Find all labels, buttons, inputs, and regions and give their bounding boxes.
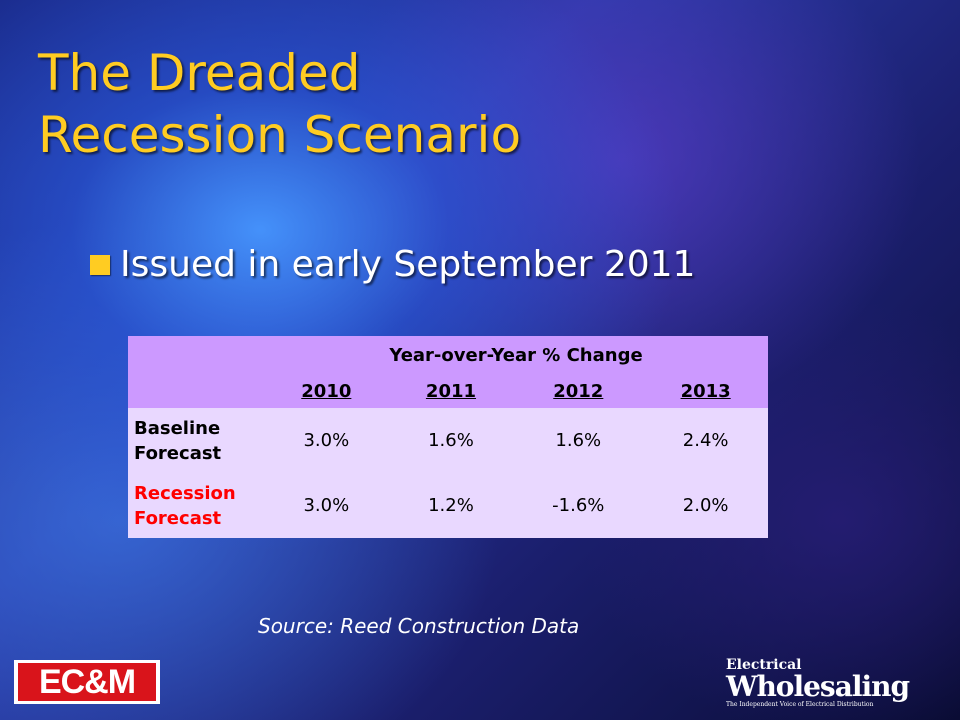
year-header: 2010 bbox=[264, 374, 389, 408]
ecm-logo-text: EC&M bbox=[18, 663, 156, 701]
table-corner-cell bbox=[128, 374, 264, 408]
row-label-recession: Recession Forecast bbox=[128, 473, 264, 538]
row-label-line2: Forecast bbox=[134, 507, 222, 529]
slide-title: The Dreaded Recession Scenario bbox=[38, 42, 521, 166]
slide-title-line1: The Dreaded bbox=[38, 44, 361, 102]
row-label-line2: Forecast bbox=[134, 442, 222, 464]
row-label-line1: Baseline bbox=[134, 417, 221, 439]
table-cell: 1.6% bbox=[388, 408, 514, 473]
forecast-table: Year-over-Year % Change 2010 2011 2012 2… bbox=[128, 336, 768, 538]
table-cell: 2.4% bbox=[643, 408, 768, 473]
square-bullet-icon bbox=[90, 254, 110, 275]
bullet-point: Issued in early September 2011 bbox=[90, 244, 695, 285]
slide-title-line2: Recession Scenario bbox=[38, 106, 522, 164]
table-cell: 3.0% bbox=[264, 408, 389, 473]
ecm-logo: EC&M bbox=[14, 660, 160, 704]
year-header: 2013 bbox=[643, 374, 768, 408]
table-row-recession: Recession Forecast 3.0% 1.2% -1.6% 2.0% bbox=[128, 473, 768, 538]
table-cell: -1.6% bbox=[513, 473, 644, 538]
logo-line2: Wholesaling bbox=[726, 670, 910, 703]
electrical-wholesaling-logo: Electrical Wholesaling The Independent V… bbox=[726, 657, 910, 709]
table-years-row: 2010 2011 2012 2013 bbox=[128, 374, 768, 408]
table-corner-cell bbox=[128, 336, 264, 374]
logo-tagline: The Independent Voice of Electrical Dist… bbox=[726, 701, 874, 708]
table-header-row: Year-over-Year % Change bbox=[128, 336, 768, 374]
table-row-baseline: Baseline Forecast 3.0% 1.6% 1.6% 2.4% bbox=[128, 408, 768, 473]
table-cell: 1.6% bbox=[513, 408, 644, 473]
year-header: 2012 bbox=[513, 374, 644, 408]
source-note: Source: Reed Construction Data bbox=[258, 614, 580, 638]
row-label-baseline: Baseline Forecast bbox=[128, 408, 264, 473]
table-cell: 2.0% bbox=[643, 473, 768, 538]
table-cell: 1.2% bbox=[388, 473, 514, 538]
row-label-line1: Recession bbox=[134, 482, 236, 504]
table-header: Year-over-Year % Change bbox=[264, 336, 768, 374]
year-header: 2011 bbox=[388, 374, 514, 408]
table-cell: 3.0% bbox=[264, 473, 389, 538]
logo-line1: Electrical bbox=[726, 657, 802, 673]
bullet-text: Issued in early September 2011 bbox=[120, 244, 696, 285]
